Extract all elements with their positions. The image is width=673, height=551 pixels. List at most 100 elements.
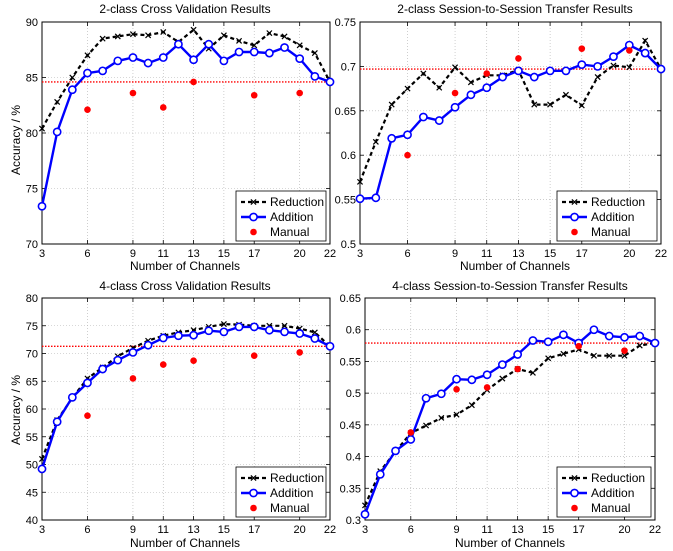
series-manual bbox=[404, 45, 633, 159]
data-point-addition bbox=[98, 66, 108, 76]
data-point-reduction bbox=[281, 33, 288, 40]
data-point-addition bbox=[434, 116, 444, 125]
x-tick-label: 3 bbox=[39, 524, 45, 536]
data-point-addition bbox=[310, 334, 320, 343]
data-point-reduction bbox=[438, 414, 445, 421]
data-point-reduction bbox=[114, 33, 121, 40]
data-point-addition bbox=[280, 43, 289, 52]
data-point-addition bbox=[543, 337, 553, 347]
data-point-addition bbox=[450, 102, 460, 112]
legend-marker-addition bbox=[570, 488, 579, 498]
data-point-addition bbox=[52, 417, 62, 427]
data-point-manual bbox=[190, 78, 197, 86]
data-point-addition bbox=[234, 322, 244, 332]
series-addition bbox=[355, 40, 666, 204]
data-point-addition bbox=[559, 330, 568, 340]
data-point-addition bbox=[514, 66, 523, 76]
legend-label-manual: Manual bbox=[270, 501, 309, 515]
data-point-reduction bbox=[578, 102, 585, 109]
legend-marker-addition bbox=[570, 212, 579, 222]
data-point-addition bbox=[128, 347, 138, 357]
data-point-manual bbox=[621, 347, 628, 354]
x-tick-label: 17 bbox=[248, 248, 260, 260]
data-point-addition bbox=[620, 332, 629, 342]
data-point-addition bbox=[264, 325, 274, 335]
data-point-addition bbox=[635, 331, 645, 341]
legend-label-manual: Manual bbox=[591, 501, 630, 515]
series-line-reduction bbox=[40, 322, 331, 460]
x-tick-label: 6 bbox=[404, 248, 410, 260]
y-axis-label: Accuracy / % bbox=[9, 375, 23, 445]
data-point-reduction bbox=[69, 74, 76, 81]
y-tick-label: 0.4 bbox=[346, 452, 361, 464]
data-point-manual bbox=[407, 429, 415, 436]
chart-title: 4-class Session-to-Session Transfer Resu… bbox=[392, 279, 627, 293]
data-point-addition bbox=[143, 58, 153, 68]
data-point-reduction bbox=[311, 329, 318, 336]
data-point-addition bbox=[189, 330, 198, 340]
data-point-addition bbox=[609, 52, 618, 62]
x-tick-label: 17 bbox=[248, 524, 260, 536]
data-point-manual bbox=[250, 91, 258, 99]
data-point-manual bbox=[296, 349, 303, 356]
data-point-addition bbox=[528, 336, 538, 345]
data-point-addition bbox=[174, 39, 183, 49]
data-point-addition bbox=[280, 327, 289, 337]
data-point-addition bbox=[295, 54, 305, 64]
data-point-addition bbox=[158, 53, 168, 62]
x-axis-label: Number of Channels bbox=[130, 259, 240, 273]
x-tick-label: 3 bbox=[362, 524, 368, 536]
x-tick-label: 3 bbox=[39, 248, 45, 260]
series-line-reduction bbox=[41, 28, 331, 130]
chart-panel-2class-transfer: 2-class Session-to-Session Transfer Resu… bbox=[335, 2, 668, 273]
data-point-manual bbox=[453, 386, 460, 393]
data-point-reduction bbox=[220, 321, 227, 328]
data-point-addition bbox=[482, 370, 492, 380]
data-point-manual bbox=[159, 361, 167, 368]
series-line-reduction bbox=[358, 38, 662, 183]
data-point-reduction bbox=[621, 352, 628, 359]
data-point-addition bbox=[360, 509, 370, 519]
data-point-reduction bbox=[420, 70, 427, 77]
x-tick-label: 11 bbox=[481, 524, 492, 536]
series-reduction bbox=[356, 37, 665, 185]
data-point-addition bbox=[529, 72, 539, 82]
data-point-reduction bbox=[281, 322, 288, 329]
data-point-reduction bbox=[54, 98, 61, 105]
data-point-reduction bbox=[388, 101, 395, 108]
series-reduction bbox=[38, 321, 334, 462]
data-point-manual bbox=[250, 352, 258, 360]
series-addition bbox=[37, 39, 335, 211]
data-point-addition bbox=[498, 72, 507, 82]
y-tick-label: 0.65 bbox=[340, 293, 361, 305]
data-point-manual bbox=[483, 70, 491, 77]
series-addition bbox=[37, 322, 335, 474]
x-tick-label: 20 bbox=[623, 248, 635, 260]
x-tick-label: 6 bbox=[84, 248, 90, 260]
x-tick-label: 15 bbox=[542, 524, 554, 536]
data-point-addition bbox=[204, 326, 214, 336]
data-point-addition bbox=[391, 446, 400, 456]
data-point-addition bbox=[219, 327, 229, 337]
data-point-addition bbox=[436, 389, 446, 399]
y-tick-label: 70 bbox=[26, 239, 38, 251]
chart-title: 4-class Cross Validation Results bbox=[99, 279, 270, 293]
data-point-manual bbox=[159, 104, 167, 111]
data-point-reduction bbox=[547, 101, 554, 108]
data-point-addition bbox=[204, 39, 214, 49]
axes-box bbox=[359, 21, 662, 245]
y-tick-label: 90 bbox=[26, 17, 38, 29]
x-tick-label: 3 bbox=[357, 248, 363, 260]
series-manual bbox=[407, 342, 628, 436]
data-point-reduction bbox=[190, 26, 197, 33]
data-point-addition bbox=[83, 378, 92, 388]
x-tick-label: 17 bbox=[573, 524, 585, 536]
data-point-addition bbox=[310, 71, 320, 81]
data-point-addition bbox=[219, 56, 229, 66]
y-tick-label: 0.6 bbox=[346, 325, 361, 337]
legend-marker-addition bbox=[249, 212, 258, 222]
data-point-manual bbox=[84, 412, 91, 419]
data-point-reduction bbox=[468, 402, 475, 409]
series-line-addition bbox=[40, 42, 331, 207]
x-axis-label: Number of Channels bbox=[455, 536, 565, 550]
